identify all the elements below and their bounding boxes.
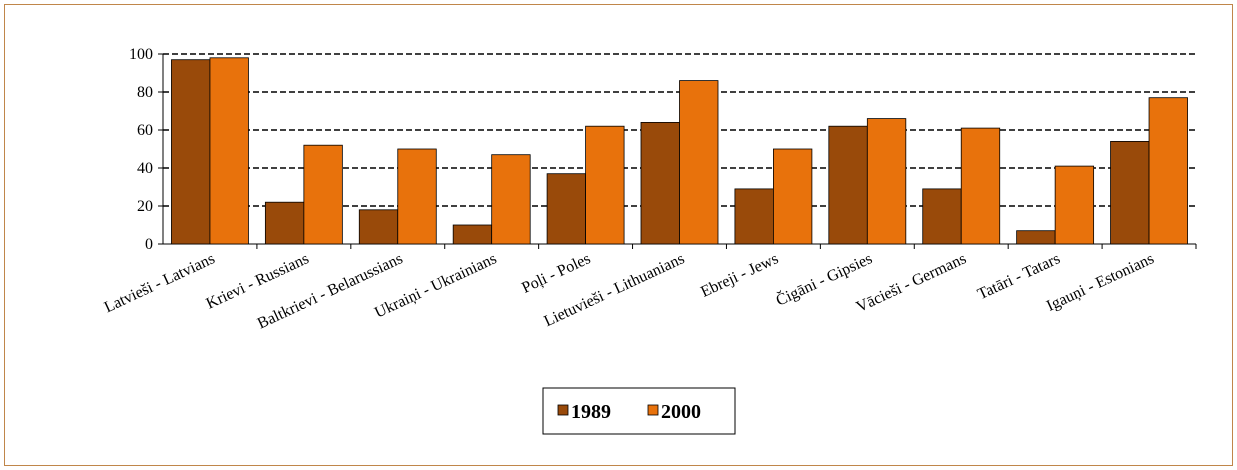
bar (866, 118, 907, 245)
bar (773, 148, 813, 245)
bar (1054, 165, 1095, 245)
bar (922, 188, 962, 245)
bar (640, 122, 680, 245)
bar (358, 209, 399, 245)
bar (1148, 97, 1188, 245)
bar (397, 148, 437, 245)
bar (1016, 230, 1056, 245)
bar (679, 80, 719, 245)
legend-label: 2000 (661, 401, 701, 423)
legend-swatch (647, 404, 659, 416)
bar (209, 57, 249, 245)
legend-box (542, 387, 736, 435)
y-tick-label: 40 (137, 160, 153, 177)
bar (828, 125, 868, 245)
y-tick-label: 60 (137, 122, 153, 139)
bar (1110, 140, 1150, 245)
y-tick-label: 80 (137, 84, 153, 101)
bar (491, 154, 531, 245)
bar (546, 173, 586, 245)
bar (264, 201, 305, 245)
y-tick-label: 20 (137, 198, 153, 215)
y-tick-label: 0 (145, 236, 153, 253)
legend-swatch (557, 404, 569, 416)
bar (303, 144, 343, 245)
bar (734, 188, 774, 245)
legend: 1989 2000 (542, 387, 736, 435)
y-tick-label: 100 (129, 46, 153, 63)
bar (171, 59, 211, 245)
bar (960, 127, 1001, 245)
bar (452, 224, 493, 245)
legend-label: 1989 (571, 401, 611, 423)
bar (585, 125, 625, 245)
